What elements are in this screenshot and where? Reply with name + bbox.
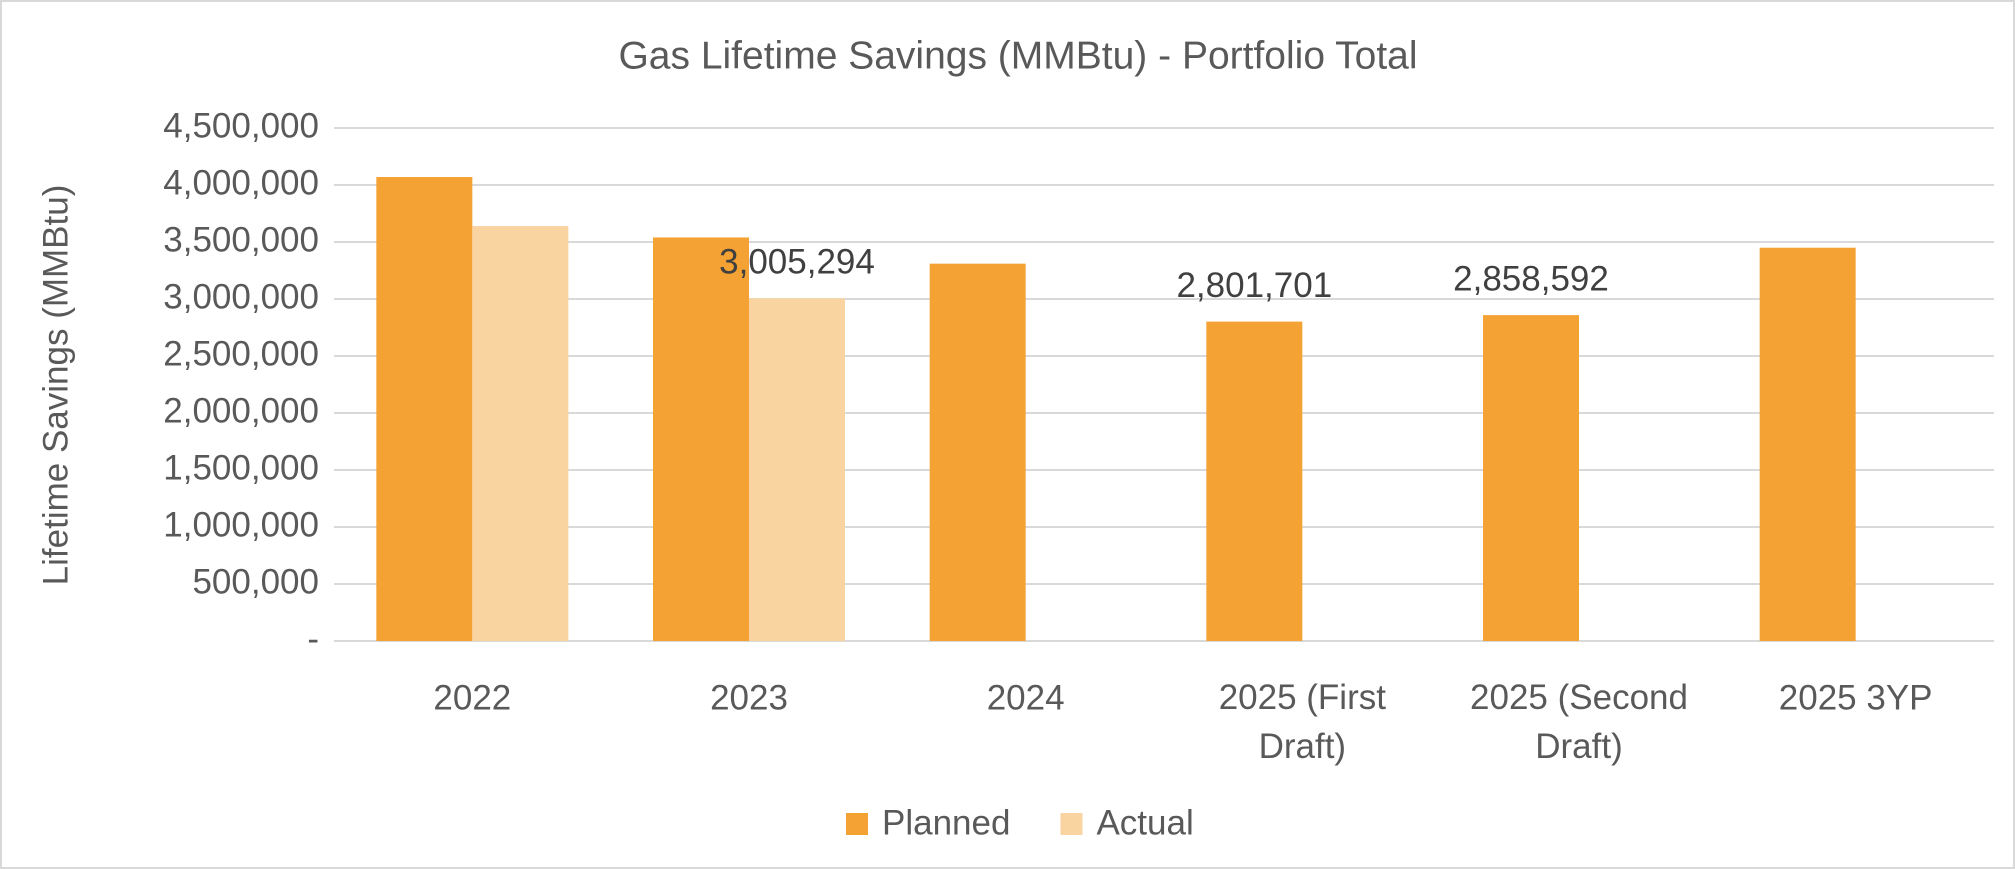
x-tick-label: 2025 (First Draft) [1219, 678, 1387, 766]
bar [1206, 321, 1303, 641]
y-axis-title: Lifetime Savings (MMBtu) [36, 185, 75, 586]
x-tick-label: 2025 3YP [1779, 678, 1933, 717]
bar [653, 237, 749, 641]
bar [749, 298, 845, 641]
y-tick-label: 1,500,000 [163, 448, 319, 487]
bar [376, 177, 473, 641]
y-tick-label: 4,500,000 [163, 106, 319, 145]
data-label: 2,858,592 [1453, 259, 1609, 298]
legend-label: Planned [882, 803, 1010, 842]
x-tick-label: 2022 [433, 678, 511, 717]
x-tick-label: 2024 [987, 678, 1065, 717]
y-tick-label: 500,000 [192, 562, 319, 601]
y-tick-label: 3,500,000 [163, 220, 319, 259]
data-label: 3,005,294 [719, 243, 875, 282]
data-label: 2,801,701 [1176, 266, 1332, 305]
bar [1483, 315, 1579, 641]
y-tick-label: 3,000,000 [163, 277, 319, 316]
legend-swatch [1060, 813, 1083, 835]
y-tick-label: 1,000,000 [163, 505, 319, 544]
y-tick-label: 4,000,000 [163, 163, 319, 202]
legend-swatch [846, 813, 868, 835]
bar [1759, 247, 1856, 641]
legend-label: Actual [1096, 803, 1193, 842]
chart-title: Gas Lifetime Savings (MMBtu) - Portfolio… [618, 34, 1417, 77]
bar [929, 263, 1026, 641]
y-tick-label: 2,000,000 [163, 391, 319, 430]
x-tick-label: 2023 [710, 678, 788, 717]
y-tick-label: - [307, 619, 319, 658]
bar [472, 226, 569, 642]
y-tick-label: 2,500,000 [163, 334, 319, 373]
x-tick-label: 2025 (Second Draft) [1470, 678, 1688, 766]
